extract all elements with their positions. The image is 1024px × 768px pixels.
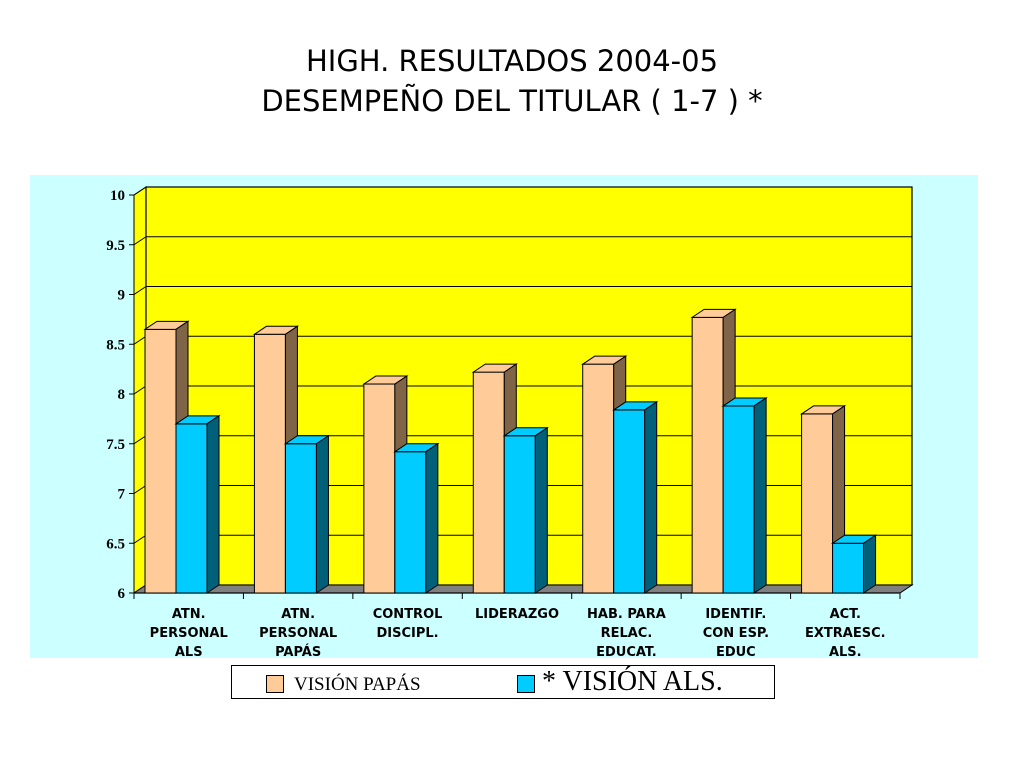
x-category-label: ALS. — [829, 645, 862, 658]
bar-vision-als-side — [753, 397, 767, 594]
y-tick-label: 9.5 — [106, 238, 125, 254]
gridline-side — [133, 286, 147, 295]
bar-vision-als — [394, 451, 427, 594]
bar-vision-als — [284, 443, 317, 594]
bar-vision-als — [722, 405, 755, 594]
gridline-side — [133, 435, 147, 445]
bar-vision-als — [503, 435, 536, 594]
x-category-label: HAB. PARA — [587, 607, 666, 622]
bar-vision-als-side — [534, 426, 548, 594]
y-tick-label: 9 — [118, 288, 126, 304]
bar-vision-als — [175, 423, 208, 594]
x-category-label: LIDERAZGO — [475, 607, 559, 622]
x-category-label: CON ESP. — [703, 626, 769, 641]
bar-vision-papas — [691, 316, 724, 594]
x-category-label: EXTRAESC. — [805, 626, 886, 641]
x-category-label: PERSONAL — [259, 626, 337, 641]
bar-vision-als — [613, 409, 646, 594]
y-tick-label: 6 — [118, 586, 126, 602]
bar-chart: 6 6.5 7 7.5 8 8.5 9 9.5 10 ATN. PERSONAL ALS ATN. PER… — [106, 186, 914, 658]
legend-label-vision-als: * VISIÓN ALS. — [542, 666, 723, 697]
x-category-label: ATN. — [172, 607, 206, 622]
x-category-label: PERSONAL — [150, 626, 228, 641]
y-tick-label: 8 — [118, 387, 126, 403]
bar-vision-als — [832, 542, 865, 594]
gridline-side — [133, 385, 147, 395]
x-category-label: ACT. — [830, 607, 861, 622]
legend: VISIÓN PAPÁS * VISIÓN ALS. — [231, 665, 775, 699]
gridline-side — [133, 485, 147, 494]
gridline-side — [133, 236, 147, 246]
y-tick-label: 8.5 — [106, 337, 125, 353]
x-category-label: CONTROL — [373, 607, 443, 622]
x-category-label: EDUC — [716, 645, 756, 658]
bar-vision-papas — [472, 371, 505, 594]
bar-vision-papas — [582, 363, 615, 594]
y-tick-label: 6.5 — [106, 536, 125, 552]
bar-vision-papas — [144, 328, 177, 594]
legend-swatch-vision-als — [517, 675, 535, 693]
y-tick-label: 7.5 — [106, 437, 125, 453]
x-category-label: IDENTIF. — [705, 607, 766, 622]
bar-vision-papas — [253, 333, 286, 594]
y-tick-label: 10 — [110, 188, 125, 204]
x-category-label: PAPÁS — [275, 644, 321, 658]
bar-vision-als-side — [644, 400, 658, 594]
gridline-side — [133, 534, 147, 544]
bar-vision-als-side — [315, 434, 329, 594]
x-category-label: RELAC. — [601, 626, 653, 641]
bar-vision-papas — [363, 383, 396, 594]
chart-title-line1: HIGH. RESULTADOS 2004-05 — [305, 44, 719, 78]
bar-vision-als-side — [863, 534, 877, 594]
legend-swatch-vision-papas — [266, 675, 284, 693]
bar-vision-als-side — [425, 442, 439, 594]
legend-label-vision-papas: VISIÓN PAPÁS — [294, 674, 421, 695]
gridline-side — [133, 335, 147, 345]
bar-vision-papas — [801, 413, 834, 594]
y-tick-label: 7 — [118, 487, 126, 503]
x-category-label: EDUCAT. — [596, 645, 657, 658]
x-category-label: ALS — [175, 645, 203, 658]
x-category-label: DISCIPL. — [377, 626, 439, 641]
chart-title-line2: DESEMPEÑO DEL TITULAR ( 1-7 ) * — [261, 84, 763, 118]
gridline-side — [133, 186, 147, 196]
bar-vision-als-side — [206, 414, 220, 594]
x-category-label: ATN. — [281, 607, 315, 622]
